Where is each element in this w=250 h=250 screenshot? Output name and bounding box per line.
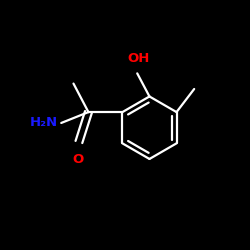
Text: OH: OH [128, 52, 150, 65]
Text: H₂N: H₂N [30, 116, 58, 130]
Text: O: O [72, 153, 83, 166]
